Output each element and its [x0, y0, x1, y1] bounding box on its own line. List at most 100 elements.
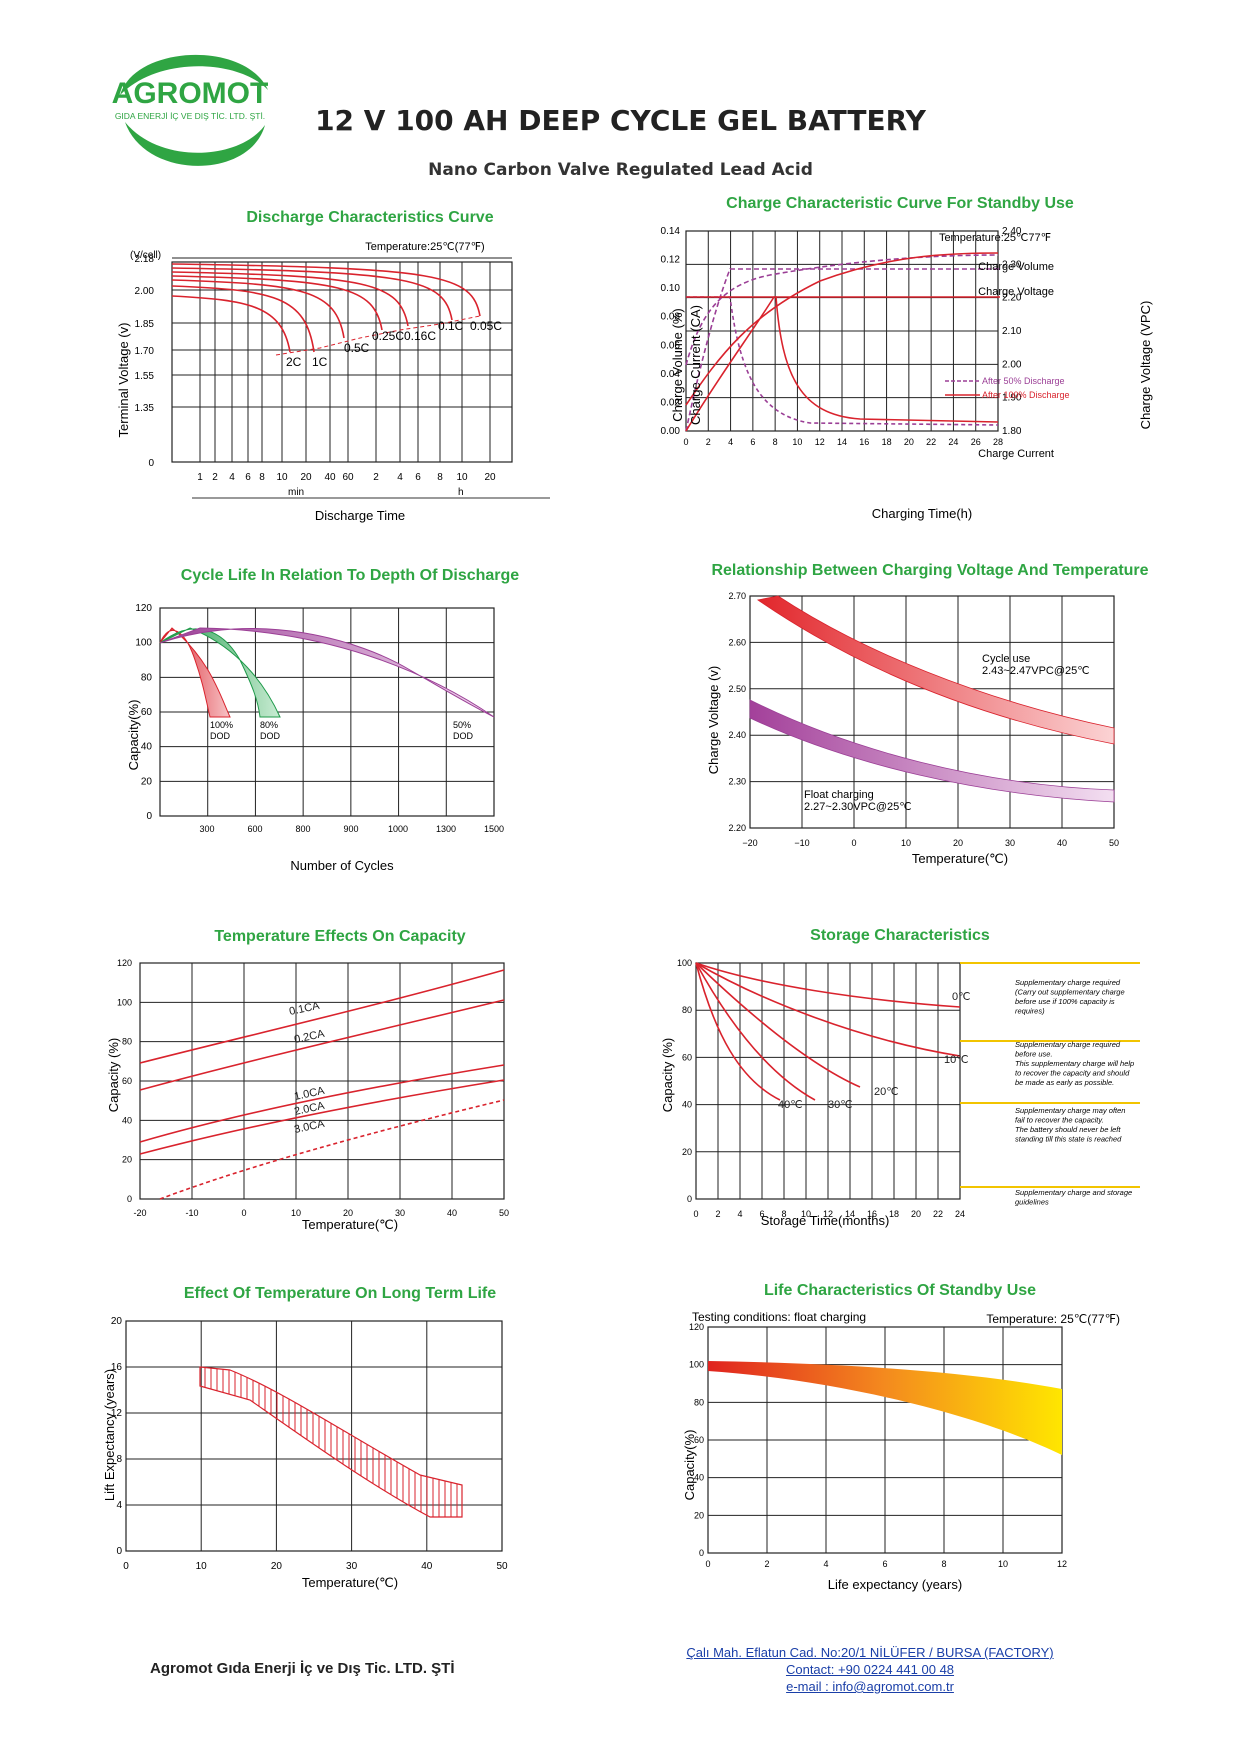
sl-xtick: 6 [882, 1559, 887, 1569]
storage-note-line: The battery should never be left [1015, 1125, 1121, 1134]
sl-ylabel: Capacity(%) [682, 1430, 697, 1501]
cycle-xtick: 1300 [436, 824, 456, 834]
charge-xlabel: Charging Time(h) [872, 506, 972, 521]
cycle-ytick: 120 [135, 603, 152, 614]
charge-voltage-100 [685, 252, 999, 406]
sl-xtick: 8 [941, 1559, 946, 1569]
vt-ytick: 2.20 [728, 823, 746, 833]
charge-standby-title: Charge Characteristic Curve For Standby … [726, 195, 1074, 212]
sl-ytick: 80 [694, 1397, 704, 1407]
charge-xtick: 22 [926, 437, 936, 447]
storage-xtick: 16 [867, 1209, 877, 1219]
storage-xtick: 24 [955, 1209, 965, 1219]
charge-ylabel-voltage: Charge Voltage (VPC) [1138, 301, 1153, 430]
storage-curve-20c [695, 962, 861, 1088]
document-title: 12 V 100 AH DEEP CYCLE GEL BATTERY [315, 104, 926, 137]
logo-text: AGROMOT [112, 77, 269, 110]
storage-ylabel: Capacity (%) [660, 1038, 675, 1112]
lt-ytick: 0 [116, 1546, 122, 1557]
tc-ylabel: Capacity (%) [106, 1038, 121, 1112]
tc-ytick: 40 [122, 1115, 132, 1125]
footer-address-link[interactable]: Çalı Mah. Eflatun Cad. No:20/1 NİLÜFER /… [686, 1645, 1054, 1660]
discharge-curve [171, 271, 409, 327]
footer-contact-block: Çalı Mah. Eflatun Cad. No:20/1 NİLÜFER /… [640, 1644, 1100, 1695]
charge-current-ytick: 0.00 [661, 426, 681, 437]
tc-curve [139, 969, 505, 1064]
storage-title: Storage Characteristics [810, 927, 990, 944]
discharge-h-label: h [458, 487, 464, 498]
tc-ytick: 60 [122, 1076, 132, 1086]
discharge-curve [171, 275, 383, 331]
lt-ytick: 12 [111, 1408, 123, 1419]
charge-xtick: 2 [706, 437, 711, 447]
sl-xtick: 10 [998, 1559, 1008, 1569]
tc-ytick: 0 [127, 1194, 132, 1204]
storage-xtick: 2 [715, 1209, 720, 1219]
footer-phone-link[interactable]: Contact: +90 0224 441 00 48 [785, 1662, 955, 1677]
tc-curve [139, 1064, 505, 1143]
cycle-series-dod: DOD [210, 731, 231, 741]
storage-note-line: before use. [1015, 1050, 1053, 1059]
discharge-xtick: 10 [276, 472, 288, 483]
tc-curve [139, 999, 505, 1091]
storage-ytick: 20 [682, 1147, 692, 1157]
tc-xtick: -10 [185, 1208, 198, 1218]
tc-ytick: 20 [122, 1155, 132, 1165]
logo-subtext: GIDA ENERJİ İÇ VE DIŞ TİC. LTD. ŞTİ. [115, 111, 265, 121]
legend-after-100: After 100% Discharge [982, 390, 1070, 400]
vt-ytick: 2.40 [728, 730, 746, 740]
lt-xlabel: Temperature(℃) [302, 1575, 398, 1590]
charge-current-ytick: 0.08 [661, 312, 681, 323]
storage-curve-0c [695, 962, 961, 1008]
footer-company: Agromot Gıda Enerji İç ve Dış Tic. LTD. … [150, 1660, 455, 1677]
discharge-chart: Temperature:25℃(77℉) (V/cell) 0 1.35 1.55 1… [116, 241, 550, 523]
discharge-ytick: 0 [148, 458, 154, 469]
discharge-rate-label: 0.1C [438, 319, 464, 333]
temp-capacity-title: Temperature Effects On Capacity [214, 928, 466, 945]
cycle-xtick: 800 [295, 824, 310, 834]
sl-ytick: 20 [694, 1510, 704, 1520]
charge-xtick: 14 [837, 437, 847, 447]
discharge-xtick: 40 [324, 472, 336, 483]
storage-xtick: 4 [737, 1209, 742, 1219]
vt-ytick: 2.60 [728, 637, 746, 647]
charge-xtick: 12 [815, 437, 825, 447]
charge-xtick: 26 [971, 437, 981, 447]
storage-note-line: standing till this state is reached [1015, 1135, 1122, 1144]
voltage-temp-chart: 2.20 2.30 2.40 2.50 2.60 2.70 −20 −10 0 10 20 30 40 5… [706, 591, 1119, 866]
storage-note-line: to recover the capacity and should [1015, 1069, 1130, 1078]
cycle-ytick: 20 [141, 776, 153, 787]
standby-life-chart: Testing conditions: float charging Tempe… [682, 1310, 1120, 1592]
storage-xlabel: Storage Time(months) [761, 1213, 890, 1228]
lt-xtick: 20 [271, 1561, 283, 1572]
vt-ytick: 2.70 [728, 591, 746, 601]
storage-note-line: This supplementary charge will help [1015, 1059, 1134, 1068]
storage-temp-label: 20℃ [874, 1086, 899, 1098]
storage-note-line: before use if 100% capacity is [1015, 997, 1115, 1006]
vt-float-label-2: 2.27~2.30VPC@25℃ [804, 801, 912, 813]
discharge-xtick: 8 [437, 472, 443, 483]
charge-current-ytick: 0.12 [661, 255, 681, 266]
discharge-chart-title: Discharge Characteristics Curve [246, 209, 494, 226]
discharge-ytick: 1.35 [135, 403, 155, 414]
footer-email-link[interactable]: e-mail : info@agromot.com.tr [786, 1679, 954, 1694]
vt-ytick: 2.30 [728, 777, 746, 787]
vt-xtick: 10 [901, 838, 911, 848]
vt-xtick: 40 [1057, 838, 1067, 848]
discharge-xtick: 8 [259, 472, 265, 483]
storage-xtick: 6 [759, 1209, 764, 1219]
cycle-xtick: 300 [199, 824, 214, 834]
discharge-ylabel: Terminal Voltage (v) [116, 323, 131, 438]
storage-ytick: 80 [682, 1005, 692, 1015]
discharge-xtick: 6 [245, 472, 251, 483]
vt-xtick: 0 [851, 838, 856, 848]
lt-ytick: 16 [111, 1362, 123, 1373]
lt-ytick: 20 [111, 1316, 123, 1327]
cycle-series-pct: 100% [210, 720, 233, 730]
discharge-xtick: 20 [300, 472, 312, 483]
cycle-life-title: Cycle Life In Relation To Depth Of Disch… [180, 567, 520, 584]
charge-xtick: 10 [792, 437, 802, 447]
tc-xtick: -20 [133, 1208, 146, 1218]
cycle-ytick: 80 [141, 672, 153, 683]
vt-cycle-label-1: Cycle use [982, 653, 1030, 665]
